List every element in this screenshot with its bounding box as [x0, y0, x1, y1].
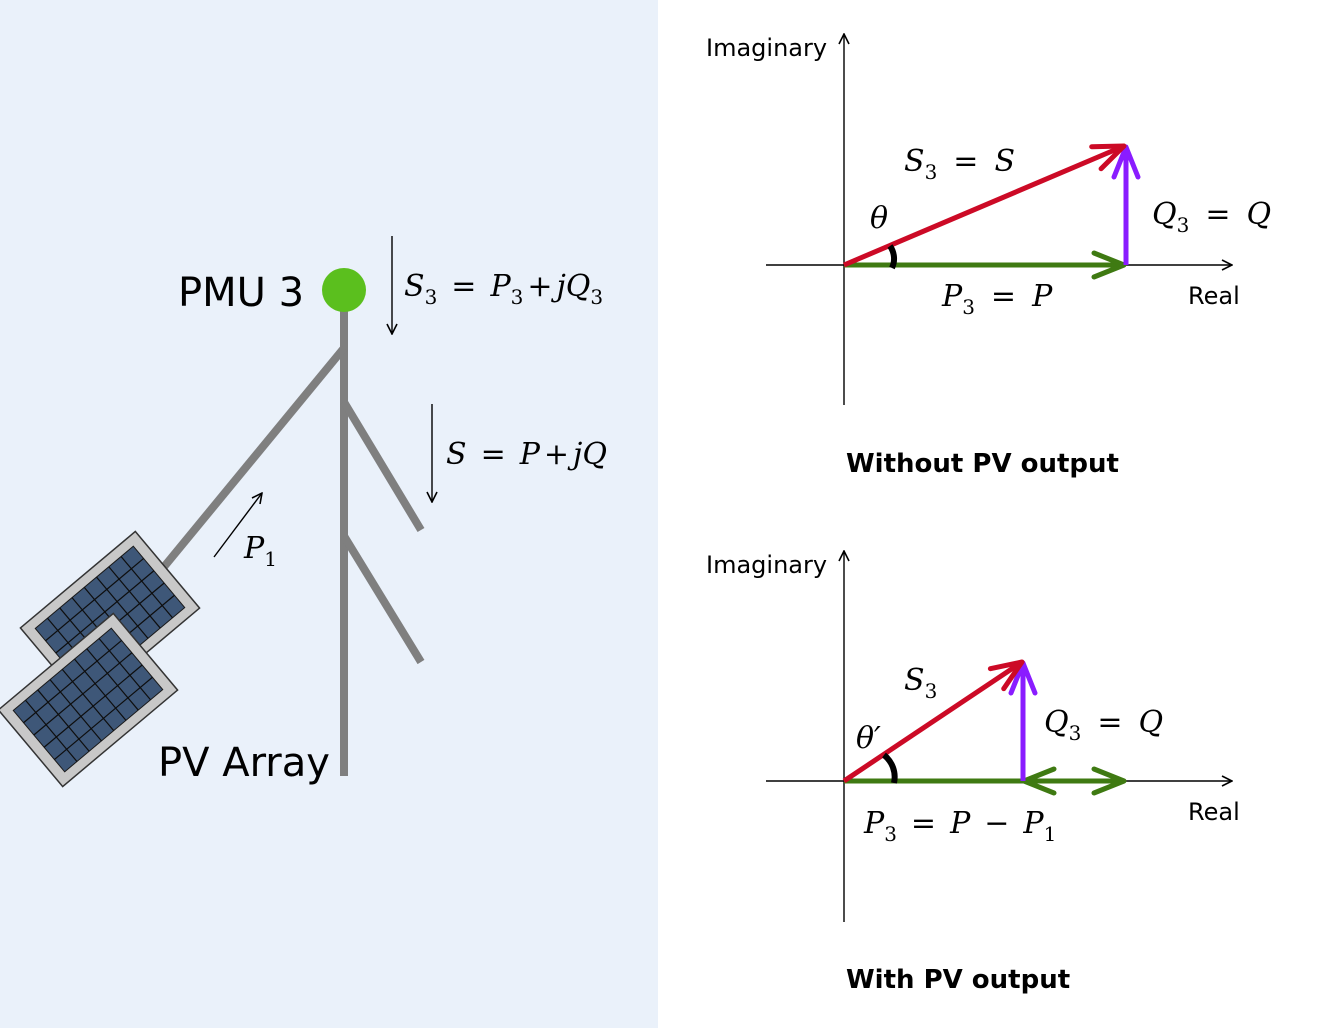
- caption-without-pv: Without PV output: [846, 449, 1119, 479]
- theta-label-top: θ: [870, 201, 888, 236]
- angle-arc-top: [887, 244, 897, 270]
- pv-array-label: PV Array: [158, 740, 330, 786]
- s3-label-top: S3 = S: [904, 144, 1015, 184]
- p3-label-top: P3 = P: [941, 279, 1053, 319]
- s3-phasor-top: [843, 143, 1127, 268]
- caption-with-pv: With PV output: [846, 965, 1070, 995]
- theta-prime-label-bottom: θ′: [856, 721, 881, 756]
- pmu-label: PMU 3: [178, 270, 304, 316]
- p1-flow-arrow: [213, 493, 262, 558]
- q3-label-top: Q3 = Q: [1152, 197, 1271, 237]
- real-axis-label-bottom: Real: [1188, 798, 1240, 826]
- phasor-diagram-without-pv: Imaginary Real θ S3 = S Q3 = Q P3 = P Without …: [706, 34, 1271, 479]
- s3-label-bottom: S3: [904, 663, 937, 703]
- feeder-pv-branch: [136, 345, 348, 599]
- s3-flow-label: S3 = P3 + jQ3: [404, 269, 603, 309]
- s3-phasor-bottom: [842, 659, 1025, 784]
- pmu-dot: [322, 268, 366, 312]
- phasor-diagram-with-pv: Imaginary Real θ′ S3 Q3 = Q P3 = P − P1 With P…: [706, 551, 1240, 995]
- pv-panel-front: [0, 612, 179, 788]
- q3-label-bottom: Q3 = Q: [1044, 705, 1163, 745]
- s-flow-label: S = P + jQ: [446, 437, 607, 472]
- real-axis-label-top: Real: [1188, 282, 1240, 310]
- feeder-pole: [136, 300, 425, 776]
- feeder-load-branch-2: [340, 533, 425, 665]
- imaginary-axis-label-bottom: Imaginary: [706, 551, 827, 579]
- angle-arc-bottom: [882, 752, 898, 784]
- p1-flow-label: P1: [243, 531, 277, 571]
- p3-label-bottom: P3 = P − P1: [863, 806, 1056, 846]
- feeder-load-branch-1: [340, 399, 425, 533]
- feeder-panel-background: [0, 0, 658, 1028]
- imaginary-axis-label-top: Imaginary: [706, 34, 827, 62]
